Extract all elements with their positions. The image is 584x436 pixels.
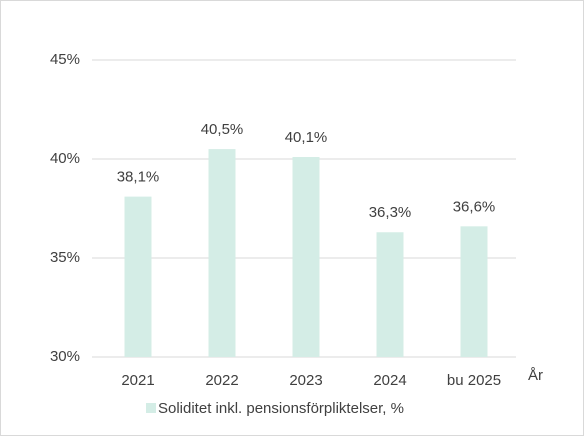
bar [208, 149, 236, 357]
data-label: 36,3% [369, 204, 412, 221]
data-label: 38,1% [117, 169, 160, 186]
legend-swatch [146, 403, 156, 413]
y-tick-label: 30% [50, 348, 80, 365]
bar [124, 196, 152, 357]
y-tick-label: 35% [50, 249, 80, 266]
x-tick-label: 2023 [289, 372, 322, 389]
x-tick-label: 2024 [373, 372, 406, 389]
data-label: 40,1% [285, 129, 328, 146]
data-label: 40,5% [201, 121, 244, 138]
x-tick-label: bu 2025 [447, 372, 501, 389]
legend-label: Soliditet inkl. pensionsförpliktelser, % [158, 400, 404, 417]
bar [460, 226, 488, 357]
x-tick-label: 2021 [121, 372, 154, 389]
x-axis-label: År [528, 367, 543, 384]
bar [292, 157, 320, 357]
bar [376, 232, 404, 357]
data-label: 36,6% [453, 198, 496, 215]
y-tick-label: 45% [50, 51, 80, 68]
y-tick-label: 40% [50, 150, 80, 167]
x-tick-label: 2022 [205, 372, 238, 389]
